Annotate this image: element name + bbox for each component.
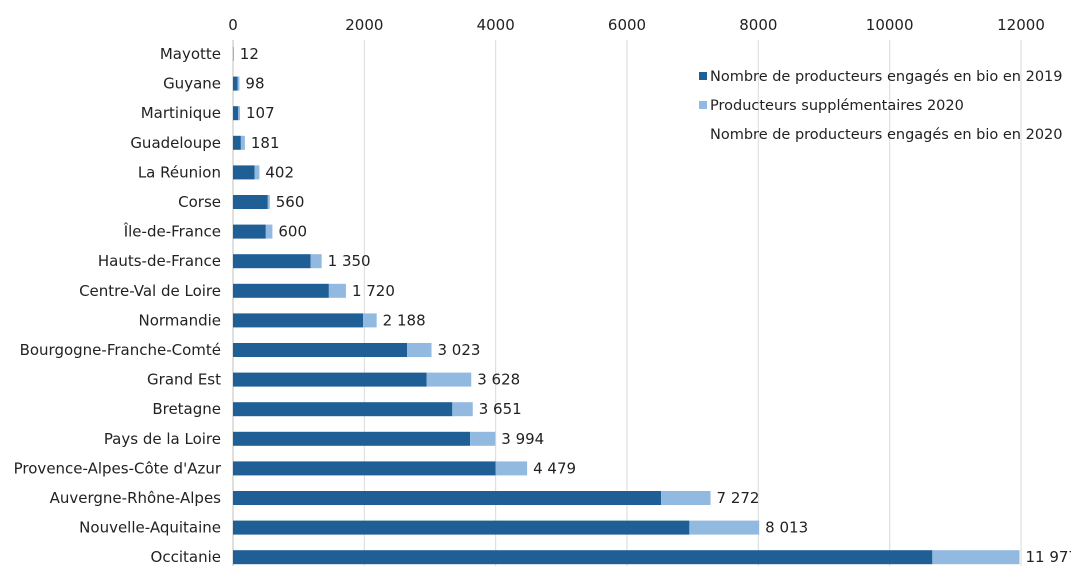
category-label: Île-de-France bbox=[123, 222, 221, 241]
x-tick-label: 8000 bbox=[739, 16, 777, 34]
total-label: 3 628 bbox=[477, 371, 520, 389]
bar-added-2020 bbox=[661, 491, 711, 505]
bar-added-2020 bbox=[495, 461, 528, 476]
bar-added-2020 bbox=[238, 106, 241, 121]
legend-label-total-2020: Nombre de producteurs engagés en bio en … bbox=[710, 127, 1063, 143]
total-label: 600 bbox=[278, 223, 307, 241]
x-axis-ticks: 0 2000 4000 6000 8000 10000 12000 bbox=[228, 16, 1045, 34]
bar-added-2020 bbox=[689, 520, 760, 535]
total-label: 2 188 bbox=[383, 311, 426, 329]
total-label: 402 bbox=[265, 163, 294, 181]
bar-2019 bbox=[233, 135, 241, 150]
category-label: Occitanie bbox=[151, 548, 221, 566]
bar-added-2020 bbox=[240, 135, 245, 150]
legend-label-2019: Nombre de producteurs engagés en bio en … bbox=[710, 69, 1063, 85]
bar-added-2020 bbox=[932, 550, 1020, 565]
bar-2019 bbox=[233, 520, 690, 535]
legend-swatch-2019 bbox=[699, 72, 707, 80]
x-tick-label: 4000 bbox=[477, 16, 515, 34]
category-label: La Réunion bbox=[138, 163, 221, 181]
category-label: Corse bbox=[178, 193, 221, 211]
category-label: Pays de la Loire bbox=[104, 430, 221, 448]
total-label: 98 bbox=[245, 75, 264, 93]
total-label: 3 651 bbox=[479, 400, 522, 418]
bar-2019 bbox=[233, 283, 329, 298]
bar-added-2020 bbox=[237, 76, 240, 91]
bar-added-2020 bbox=[254, 165, 260, 180]
bar-2019 bbox=[233, 402, 453, 417]
bar-2019 bbox=[233, 461, 496, 476]
bar-2019 bbox=[233, 76, 238, 91]
bar-added-2020 bbox=[267, 195, 270, 209]
x-tick-label: 10000 bbox=[866, 16, 914, 34]
total-label: 107 bbox=[246, 104, 275, 122]
bars bbox=[233, 47, 1020, 565]
category-label: Normandie bbox=[138, 311, 221, 329]
total-label: 12 bbox=[240, 45, 259, 63]
bar-2019 bbox=[233, 195, 268, 209]
bar-added-2020 bbox=[363, 313, 377, 328]
bar-added-2020 bbox=[426, 372, 472, 387]
bar-2019 bbox=[233, 491, 662, 505]
bar-2019 bbox=[233, 313, 364, 328]
bar-added-2020 bbox=[328, 283, 346, 298]
total-label: 1 720 bbox=[352, 282, 395, 300]
category-label: Grand Est bbox=[147, 371, 221, 389]
total-label: 3 994 bbox=[501, 430, 544, 448]
x-tick-label: 6000 bbox=[608, 16, 646, 34]
category-label: Bourgogne-Franche-Comté bbox=[20, 341, 221, 359]
bar-added-2020 bbox=[407, 343, 432, 357]
bar-2019 bbox=[233, 165, 255, 180]
data-labels: 12 98 107 181 402 560 600 1 350 1 720 2 188 3 023 3… bbox=[240, 45, 1071, 566]
legend: Nombre de producteurs engagés en bio en … bbox=[699, 69, 1063, 143]
total-label: 1 350 bbox=[328, 252, 371, 270]
category-label: Mayotte bbox=[160, 45, 221, 63]
gridlines bbox=[232, 40, 1022, 566]
x-tick-label: 12000 bbox=[997, 16, 1045, 34]
total-label: 8 013 bbox=[765, 519, 808, 537]
x-tick-label: 2000 bbox=[345, 16, 383, 34]
bar-added-2020 bbox=[470, 431, 496, 446]
category-labels: Mayotte Guyane Martinique Guadeloupe La Réun… bbox=[14, 45, 222, 566]
category-label: Nouvelle-Aquitaine bbox=[79, 519, 221, 537]
x-tick-label: 0 bbox=[228, 16, 238, 34]
bar-2019 bbox=[233, 343, 408, 357]
bar-2019 bbox=[233, 431, 471, 446]
bar-2019 bbox=[233, 224, 266, 239]
bar-2019 bbox=[233, 106, 239, 121]
total-label: 3 023 bbox=[438, 341, 481, 359]
category-label: Hauts-de-France bbox=[98, 252, 221, 270]
category-label: Bretagne bbox=[152, 400, 221, 418]
total-label: 4 479 bbox=[533, 459, 576, 477]
bar-added-2020 bbox=[265, 224, 273, 239]
category-label: Provence-Alpes-Côte d'Azur bbox=[14, 459, 222, 477]
total-label: 560 bbox=[276, 193, 305, 211]
category-label: Centre-Val de Loire bbox=[79, 282, 221, 300]
bar-2019 bbox=[233, 550, 933, 565]
category-label: Guyane bbox=[163, 75, 221, 93]
bar-added-2020 bbox=[310, 254, 322, 269]
category-label: Auvergne-Rhône-Alpes bbox=[50, 489, 222, 507]
legend-swatch-added bbox=[699, 101, 707, 109]
category-label: Guadeloupe bbox=[130, 134, 221, 152]
bar-2019 bbox=[233, 372, 427, 387]
bar-added-2020 bbox=[452, 402, 473, 417]
total-label: 11 977 bbox=[1025, 548, 1071, 566]
total-label: 7 272 bbox=[717, 489, 760, 507]
category-label: Martinique bbox=[141, 104, 221, 122]
total-label: 181 bbox=[251, 134, 280, 152]
bar-2019 bbox=[233, 254, 311, 269]
legend-label-added: Producteurs supplémentaires 2020 bbox=[710, 98, 964, 114]
